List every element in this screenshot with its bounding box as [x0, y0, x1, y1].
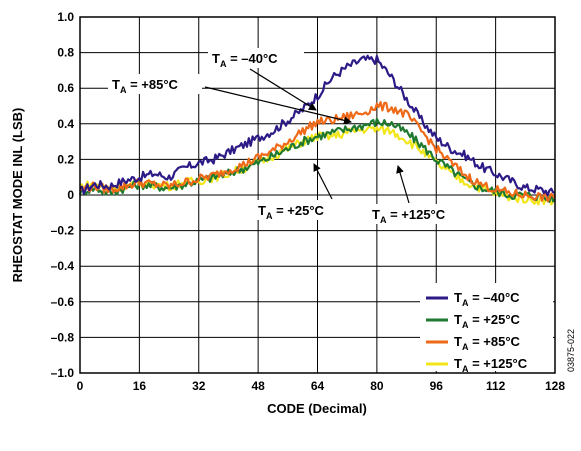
y-tick-label: 0.6 — [57, 81, 74, 95]
svg-text:TA = +85°C: TA = +85°C — [112, 77, 179, 95]
y-axis-title: RHEOSTAT MODE INL (LSB) — [10, 108, 25, 283]
annotation-plus25-main: T — [258, 203, 266, 218]
x-tick-label: 112 — [486, 379, 506, 393]
annotation-plus125-arrow — [396, 165, 410, 204]
annotation-plus25-arrow — [313, 163, 333, 200]
x-axis-title: CODE (Decimal) — [267, 401, 367, 416]
x-tick-label: 64 — [311, 379, 325, 393]
x-tick-labels: 0 16 32 48 64 80 96 112 128 — [77, 379, 566, 393]
legend-label: TA = +25°C — [454, 312, 521, 330]
annotation-plus85-rest: = +85°C — [126, 77, 178, 92]
series-line — [79, 54, 556, 197]
annotation-plus125-rest: = +125°C — [386, 207, 445, 222]
plot-frame — [79, 16, 556, 374]
series-line — [79, 124, 556, 206]
legend-label: TA = +85°C — [454, 334, 521, 352]
annotation-minus40-rest: = –40°C — [226, 51, 278, 66]
y-tick-label: 0 — [67, 188, 74, 202]
annotation-minus40-arrow — [249, 68, 317, 111]
figure-code: 03875-022 — [566, 329, 576, 372]
annotation-minus40-main: T — [212, 51, 220, 66]
annotation-minus40: TA = –40°C — [208, 48, 317, 111]
x-tick-label: 96 — [430, 379, 444, 393]
x-tick-label: 16 — [133, 379, 147, 393]
x-tick-label: 80 — [370, 379, 384, 393]
annotation-minus40-sub: A — [220, 59, 227, 69]
series-line — [79, 100, 556, 203]
annotation-plus125-main: T — [372, 207, 380, 222]
y-tick-label: –0.6 — [51, 295, 75, 309]
annotation-plus85-main: T — [112, 77, 120, 92]
x-tick-label: 32 — [192, 379, 206, 393]
annotation-plus125-sub: A — [380, 215, 387, 225]
annotation-plus125: TA = +125°C — [368, 165, 470, 225]
annotation-plus25: TA = +25°C — [254, 163, 348, 221]
annotation-plus85-sub: A — [120, 85, 127, 95]
y-tick-label: –1.0 — [51, 366, 75, 380]
y-tick-label: 1.0 — [57, 10, 74, 24]
y-tick-label: –0.8 — [51, 330, 75, 344]
annotation-plus85: TA = +85°C — [108, 74, 352, 125]
annotation-plus85-arrow — [204, 86, 352, 125]
x-tick-label: 128 — [545, 379, 565, 393]
y-tick-label: –0.2 — [51, 224, 75, 238]
y-tick-label: 0.4 — [57, 117, 74, 131]
x-tick-label: 48 — [251, 379, 265, 393]
svg-text:TA = +25°C: TA = +25°C — [258, 203, 325, 221]
y-tick-label: 0.2 — [57, 152, 74, 166]
x-tick-label: 0 — [77, 379, 84, 393]
y-tick-labels: 1.0 0.8 0.6 0.4 0.2 0 –0.2 –0.4 –0.6 –0.8 –1.0 — [51, 10, 75, 380]
legend-label: TA = –40°C — [454, 290, 520, 308]
y-tick-label: –0.4 — [51, 259, 75, 273]
y-tick-label: 0.8 — [57, 46, 74, 60]
svg-text:TA = –40°C: TA = –40°C — [212, 51, 278, 69]
annotation-plus25-sub: A — [266, 211, 273, 221]
svg-text:TA = +125°C: TA = +125°C — [372, 207, 446, 225]
series-layer — [78, 54, 556, 206]
annotation-plus25-rest: = +25°C — [272, 203, 324, 218]
legend-label: TA = +125°C — [454, 356, 528, 374]
legend: TA = –40°C TA = +25°C TA = +85°C TA = +125°… — [420, 283, 553, 374]
series-line — [78, 117, 556, 203]
